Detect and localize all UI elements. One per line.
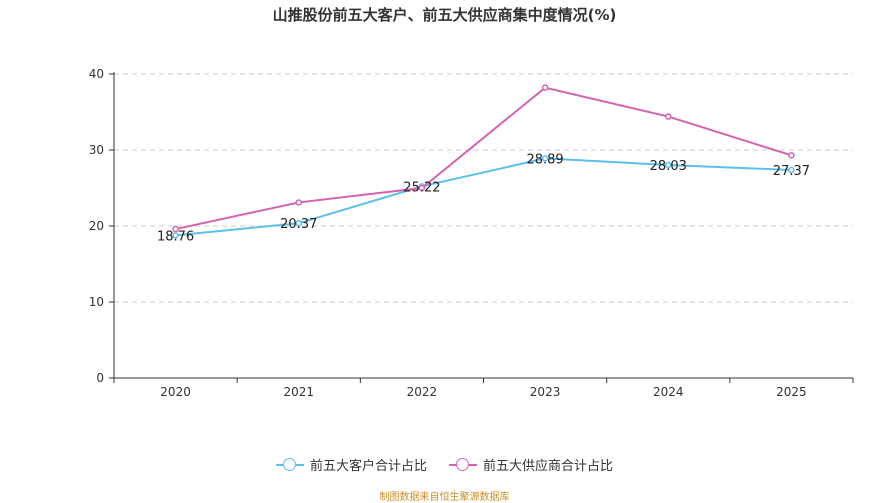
series-1-point <box>541 84 549 91</box>
x-tick-label: 2025 <box>776 385 807 399</box>
x-tick-label: 2022 <box>407 385 438 399</box>
series-0-point <box>172 232 179 239</box>
grid-layer <box>114 73 853 303</box>
series-layer <box>172 84 795 239</box>
label-layer: 18.76 20.37 25.22 28.89 28.03 27.37 <box>157 152 810 244</box>
data-label: 18.76 <box>157 229 194 244</box>
legend-marker-suppliers-icon <box>456 457 469 471</box>
line-chart: 0 10 20 30 40 2020 2021 2022 2023 2024 2025 18.76 2… <box>89 67 854 399</box>
data-label: 25.22 <box>403 180 440 195</box>
data-label: 28.03 <box>650 159 687 174</box>
y-tick-label: 30 <box>89 143 104 157</box>
x-tick-label: 2020 <box>160 385 191 399</box>
x-tick-label: 2021 <box>283 385 314 399</box>
axis-layer: 0 10 20 30 40 2020 2021 2022 2023 2024 2025 <box>89 67 854 399</box>
source-note: 制图数据来自恒生聚源数据库 <box>379 492 510 503</box>
legend-item-customers[interactable]: 前五大客户合计占比 <box>275 455 427 474</box>
series-1-point <box>418 184 426 192</box>
y-tick-label: 40 <box>89 67 104 81</box>
data-label: 27.37 <box>773 164 810 179</box>
legend-label-suppliers: 前五大供应商合计占比 <box>483 459 614 474</box>
series-line-1 <box>175 86 792 231</box>
series-0-point <box>541 155 549 162</box>
data-label: 28.89 <box>526 152 563 167</box>
legend-swatch-customers <box>275 457 304 472</box>
series-0-point <box>295 219 302 227</box>
series-1-point <box>172 225 179 233</box>
legend-label-customers: 前五大客户合计占比 <box>309 459 427 474</box>
legend-swatch-suppliers <box>449 457 477 472</box>
y-tick-label: 0 <box>96 371 104 385</box>
data-label: 20.37 <box>280 217 317 232</box>
y-tick-label: 20 <box>89 219 104 233</box>
series-0-point <box>665 161 672 169</box>
legend-marker-customers-icon <box>282 457 296 471</box>
series-1-point <box>788 152 795 159</box>
series-1-point <box>665 113 672 120</box>
legend-item-suppliers[interactable]: 前五大供应商合计占比 <box>449 455 613 474</box>
series-0-point <box>788 166 795 174</box>
chart-title: 山推股份前五大客户、前五大供应商集中度情况(%) <box>272 6 617 24</box>
legend: 前五大客户合计占比 前五大供应商合计占比 <box>0 455 889 474</box>
x-tick-label: 2024 <box>653 385 684 399</box>
series-line-0 <box>175 157 792 237</box>
x-tick-label: 2023 <box>530 385 561 399</box>
series-1-point <box>295 199 302 206</box>
y-tick-label: 10 <box>89 295 104 309</box>
